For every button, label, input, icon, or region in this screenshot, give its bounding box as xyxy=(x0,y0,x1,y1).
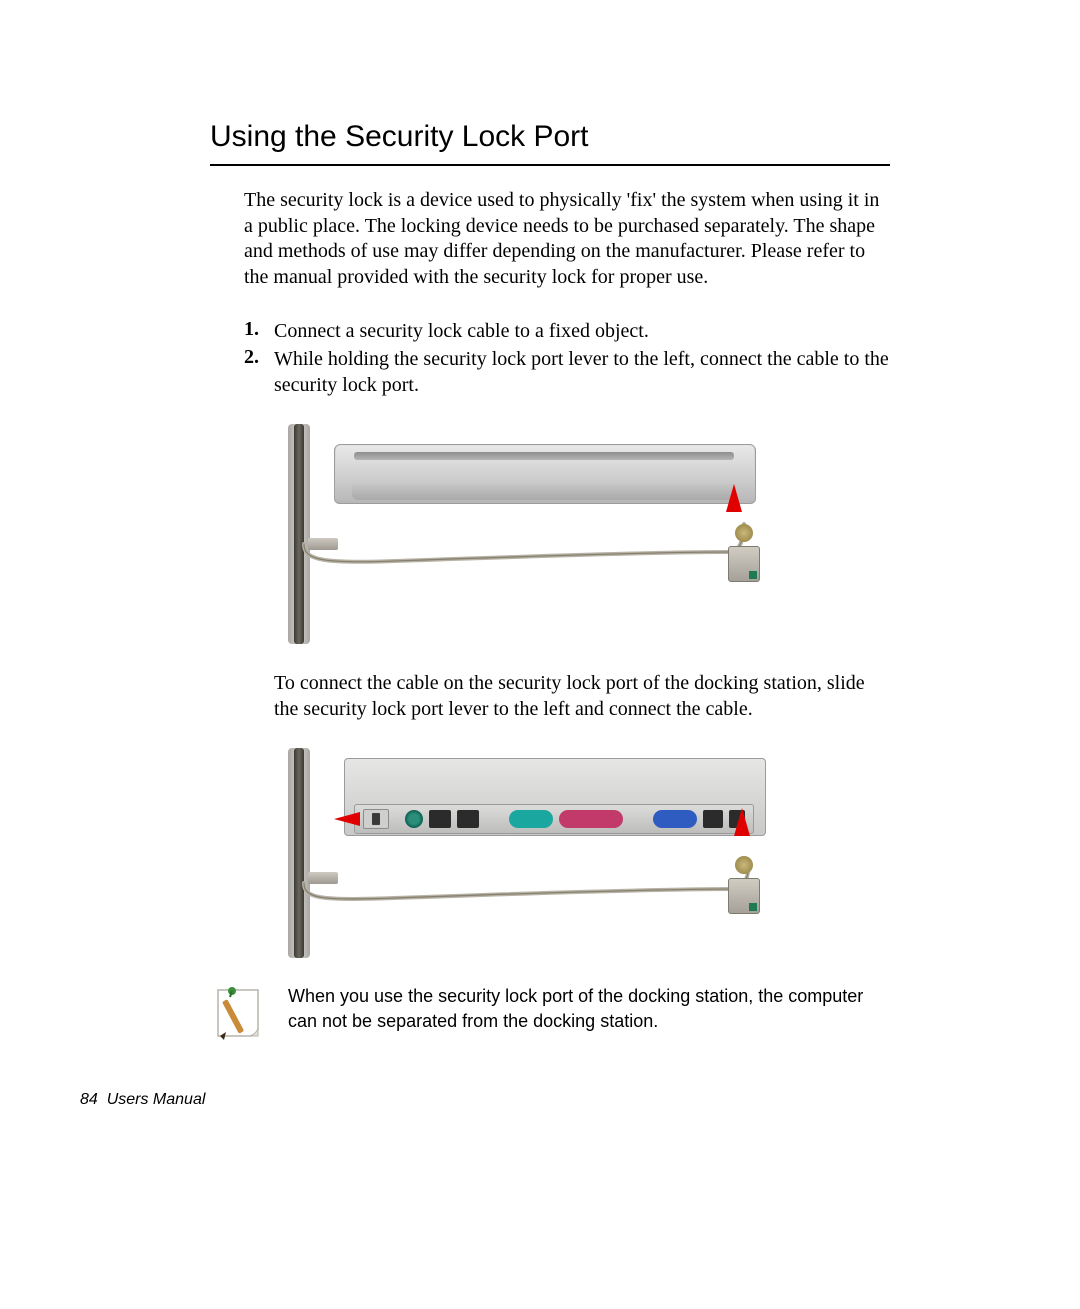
step-text: Connect a security lock cable to a fixed… xyxy=(274,318,890,344)
padlock-icon xyxy=(724,856,764,916)
note-pencil-icon xyxy=(210,984,268,1042)
heading-rule xyxy=(210,164,890,166)
padlock-icon xyxy=(724,524,764,584)
page-number: 84 xyxy=(80,1091,98,1108)
figure-docking-lock xyxy=(274,748,774,958)
ordered-steps: 1. Connect a security lock cable to a fi… xyxy=(244,318,890,398)
cable-loop-sleeve-icon xyxy=(308,538,338,550)
step-item: 1. Connect a security lock cable to a fi… xyxy=(244,318,890,344)
cable-loop-sleeve-icon xyxy=(308,872,338,884)
docking-paragraph: To connect the cable on the security loc… xyxy=(274,670,890,722)
note-text: When you use the security lock port of t… xyxy=(288,984,890,1033)
step-text: While holding the security lock port lev… xyxy=(274,346,890,398)
section-heading: Using the Security Lock Port xyxy=(210,120,890,154)
note-block: When you use the security lock port of t… xyxy=(210,984,890,1042)
step-number: 2. xyxy=(244,346,274,369)
page-footer: 84 Users Manual xyxy=(80,1091,205,1109)
footer-label: Users Manual xyxy=(107,1091,206,1108)
intro-paragraph: The security lock is a device used to ph… xyxy=(244,188,890,290)
step-item: 2. While holding the security lock port … xyxy=(244,346,890,398)
step-number: 1. xyxy=(244,318,274,341)
figure-laptop-lock xyxy=(274,424,774,644)
